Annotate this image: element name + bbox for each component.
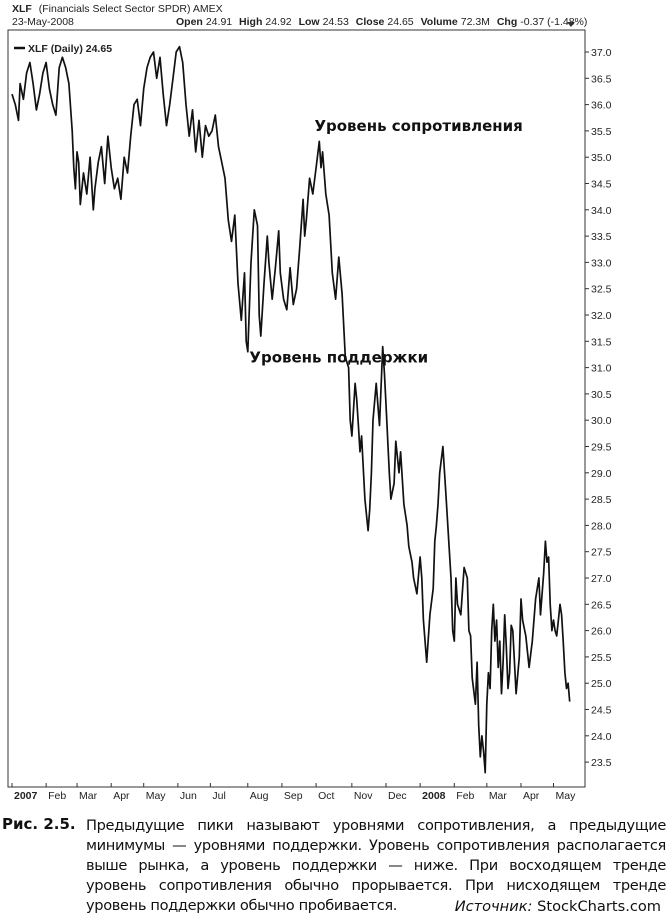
series-layer — [11, 45, 571, 774]
x-tick-label: Feb — [456, 790, 474, 802]
y-tick-label: 25.5 — [591, 652, 612, 664]
x-tick-label: 2008 — [422, 790, 446, 802]
symbol-name: (Financials Select Sector SPDR) AMEX — [39, 3, 223, 15]
y-tick-label: 36.5 — [591, 73, 612, 85]
x-tick-label: May — [555, 790, 576, 802]
annotation-label: Уровень сопротивления — [314, 117, 522, 135]
legend-label: XLF (Daily) 24.65 — [28, 43, 112, 55]
y-tick-label: 29.0 — [591, 468, 612, 480]
x-tick-label: Apr — [523, 790, 540, 802]
chart-date: 23-May-2008 — [12, 16, 74, 28]
y-tick-label: 31.0 — [591, 363, 612, 375]
x-tick-label: Mar — [489, 790, 508, 802]
source-label: Источник: — [454, 898, 533, 915]
y-tick-label: 26.0 — [591, 626, 612, 638]
y-tick-label: 29.5 — [591, 442, 612, 454]
y-tick-label: 32.0 — [591, 310, 612, 322]
y-tick-label: 35.0 — [591, 152, 612, 164]
x-tick-label: Dec — [388, 790, 407, 802]
x-tick-label: Oct — [318, 790, 334, 802]
y-tick-label: 35.5 — [591, 126, 612, 138]
annotation-label: Уровень поддержки — [249, 348, 428, 366]
caption-text: Предыдущие пики называют уровнями сопрот… — [86, 817, 666, 914]
annotation-layer: Уровень сопротивления Уровень поддержки — [249, 117, 522, 366]
x-tick-label: Sep — [284, 790, 303, 802]
y-tick-label: 27.0 — [591, 573, 612, 585]
y-tick-label: 33.5 — [591, 231, 612, 243]
x-axis: 2007 Feb Mar Apr May Jun Jul Aug Sep Oct Nov Dec 200… — [11, 783, 576, 802]
y-tick-label: 25.0 — [591, 678, 612, 690]
x-tick-label: 2007 — [14, 790, 38, 802]
y-tick-label: 34.5 — [591, 179, 612, 191]
x-tick-label: Aug — [250, 790, 269, 802]
figure-label: Рис. 2.5. — [2, 815, 76, 833]
y-tick-label: 33.0 — [591, 257, 612, 269]
figure-caption: Рис. 2.5. Предыдущие пики называют уровн… — [0, 812, 671, 921]
y-tick-label: 37.0 — [591, 47, 612, 59]
y-tick-label: 26.5 — [591, 599, 612, 611]
y-tick-label: 34.0 — [591, 205, 612, 217]
x-tick-label: May — [146, 790, 167, 802]
y-tick-label: 30.0 — [591, 415, 612, 427]
y-axis: 37.0 36.5 36.0 35.5 35.0 34.5 34.0 33.5 33.0 32.5… — [585, 47, 612, 769]
price-chart: XLF (Financials Select Sector SPDR) AMEX… — [7, 3, 612, 802]
chart-title: XLF (Financials Select Sector SPDR) AMEX — [12, 3, 223, 15]
plot-frame — [7, 29, 586, 788]
y-tick-label: 23.5 — [591, 757, 612, 769]
symbol: XLF — [12, 3, 32, 15]
x-tick-label: Apr — [113, 790, 130, 802]
y-tick-label: 30.5 — [591, 389, 612, 401]
y-tick-label: 28.0 — [591, 520, 612, 532]
ohlc-readout: Open 24.91 High 24.92 Low 24.53 Close 24.65 … — [176, 16, 587, 28]
x-tick-label: Jul — [212, 790, 225, 802]
y-tick-label: 24.0 — [591, 731, 612, 743]
source-value: StockCharts.com — [537, 898, 661, 915]
y-tick-label: 28.5 — [591, 494, 612, 506]
y-tick-label: 31.5 — [591, 336, 612, 348]
source-line: Источник: StockCharts.com — [455, 898, 661, 915]
dropdown-arrow-icon[interactable] — [567, 22, 575, 27]
x-tick-label: Mar — [79, 790, 98, 802]
y-tick-label: 32.5 — [591, 284, 612, 296]
x-tick-label: Feb — [48, 790, 66, 802]
y-tick-label: 36.0 — [591, 100, 612, 112]
y-tick-label: 24.5 — [591, 705, 612, 717]
x-tick-label: Nov — [354, 790, 373, 802]
x-tick-label: Jun — [180, 790, 197, 802]
y-tick-label: 27.5 — [591, 547, 612, 559]
series-line-xlf — [11, 45, 571, 774]
